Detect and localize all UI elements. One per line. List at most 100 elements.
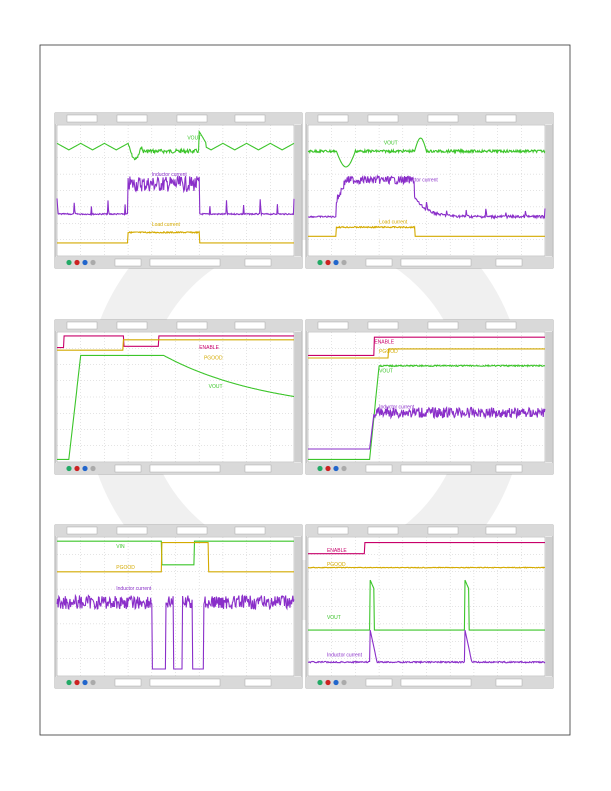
trace-label: ENABLE xyxy=(199,345,219,351)
readout-box xyxy=(367,526,399,535)
readout-box xyxy=(400,258,472,267)
scrollbar xyxy=(546,125,552,256)
toolbar-icon xyxy=(74,259,80,266)
readout-box xyxy=(66,321,98,330)
readout-box xyxy=(176,321,208,330)
readout-box xyxy=(116,114,148,123)
trace xyxy=(57,540,294,566)
readout-box xyxy=(495,258,523,267)
readout-box xyxy=(495,678,523,687)
readout-box xyxy=(495,464,523,473)
readout-box xyxy=(234,526,266,535)
toolbar-icon xyxy=(341,679,347,686)
scope-screenshot: VOUT Inductor current Load current xyxy=(305,112,554,269)
toolbar-icon xyxy=(333,465,339,472)
toolbar-icon xyxy=(317,465,323,472)
readout-box xyxy=(244,258,272,267)
trace xyxy=(308,336,545,356)
readout-box xyxy=(485,526,517,535)
readout-box xyxy=(365,678,393,687)
readout-box xyxy=(66,114,98,123)
toolbar-icon xyxy=(66,679,72,686)
readout-box xyxy=(149,464,221,473)
trace xyxy=(57,542,294,573)
trace xyxy=(307,137,546,168)
toolbar-icon xyxy=(325,259,331,266)
toolbar-icon xyxy=(82,465,88,472)
readout-box xyxy=(234,321,266,330)
readout-box xyxy=(244,678,272,687)
toolbar-icon xyxy=(90,679,96,686)
scope-screenshot: VOUT Inductor current Load current xyxy=(54,112,303,269)
toolbar-icon xyxy=(66,465,72,472)
readout-box xyxy=(485,321,517,330)
readout-box xyxy=(176,114,208,123)
trace xyxy=(308,225,545,237)
scope-screenshot: ENABLE PGOOD VOUT Inductor current xyxy=(305,319,554,475)
trace-label: VOUT xyxy=(384,141,398,147)
toolbar-icon xyxy=(341,259,347,266)
toolbar-icon xyxy=(325,679,331,686)
toolbar-icon xyxy=(74,679,80,686)
readout-box xyxy=(367,114,399,123)
trace xyxy=(56,129,295,161)
trace xyxy=(308,363,546,460)
readout-box xyxy=(114,258,142,267)
readout-box xyxy=(114,678,142,687)
scope-screenshot: VIN PGOOD Inductor current xyxy=(54,524,303,689)
trace xyxy=(308,174,546,220)
readout-box xyxy=(427,321,459,330)
readout-box xyxy=(367,321,399,330)
readout-box xyxy=(149,678,221,687)
trace xyxy=(308,348,545,359)
readout-box xyxy=(317,114,349,123)
trace-label: Load current xyxy=(379,219,408,225)
scope-screenshot: ENABLE PGOOD VOUT xyxy=(54,319,303,475)
toolbar-icon xyxy=(90,465,96,472)
toolbar-icon xyxy=(333,259,339,266)
trace xyxy=(57,339,294,351)
readout-box xyxy=(365,258,393,267)
trace xyxy=(57,335,294,349)
readout-box xyxy=(114,464,142,473)
readout-box xyxy=(400,464,472,473)
trace-label: VOUT xyxy=(209,384,223,390)
readout-box xyxy=(485,114,517,123)
readout-box xyxy=(116,321,148,330)
trace xyxy=(308,579,545,631)
trace-label: ENABLE xyxy=(327,548,347,554)
toolbar-icon xyxy=(325,465,331,472)
trace-label: PGOOD xyxy=(379,349,398,355)
readout-box xyxy=(244,464,272,473)
readout-box xyxy=(149,258,221,267)
readout-box xyxy=(400,678,472,687)
trace-label: ENABLE xyxy=(374,340,394,346)
trace-label: Inductor current xyxy=(116,586,152,592)
scrollbar xyxy=(295,125,301,256)
toolbar-icon xyxy=(90,259,96,266)
trace-label: VOUT xyxy=(327,615,341,621)
trace xyxy=(308,566,546,569)
trace-label: Inductor current xyxy=(327,652,363,658)
trace xyxy=(57,230,294,244)
trace-label: Inductor current xyxy=(152,172,188,178)
trace xyxy=(56,593,295,670)
toolbar-icon xyxy=(66,259,72,266)
readout-box xyxy=(317,321,349,330)
toolbar-icon xyxy=(333,679,339,686)
trace-label: VIN xyxy=(116,544,125,550)
toolbar-icon xyxy=(82,679,88,686)
trace xyxy=(307,629,546,665)
readout-box xyxy=(427,114,459,123)
readout-box xyxy=(427,526,459,535)
trace-label: PGOOD xyxy=(116,565,135,571)
trace-label: VOUT xyxy=(187,135,201,141)
trace-label: Inductor current xyxy=(403,177,439,183)
trace xyxy=(57,354,295,460)
toolbar-icon xyxy=(82,259,88,266)
readout-box xyxy=(66,526,98,535)
toolbar-icon xyxy=(317,259,323,266)
trace xyxy=(308,405,546,450)
